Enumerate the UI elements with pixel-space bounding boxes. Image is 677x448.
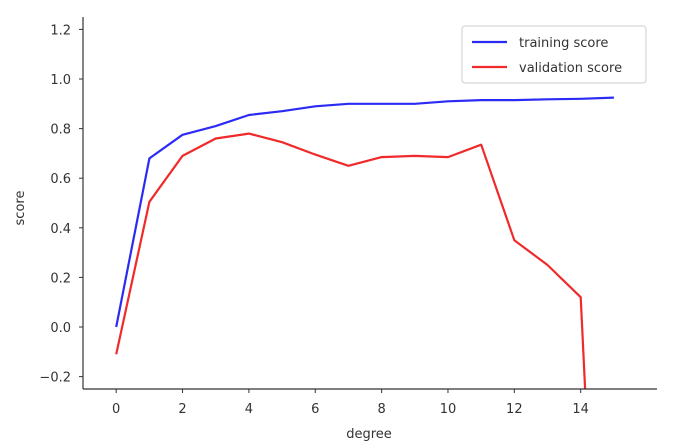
y-tick-label: 0.4 — [50, 222, 71, 237]
y-tick-label: 0.8 — [50, 123, 71, 138]
y-tick-label: −0.2 — [39, 371, 71, 386]
y-axis-title: score — [13, 191, 28, 226]
y-tick-label: 0.0 — [50, 321, 71, 336]
y-tick-label: 0.2 — [50, 271, 71, 286]
x-ticks: 0 2 4 6 8 10 12 14 — [112, 389, 589, 417]
x-tick-label: 12 — [506, 402, 523, 417]
y-tick-label: 0.6 — [50, 172, 71, 187]
legend-box — [461, 25, 647, 84]
x-tick-label: 4 — [245, 402, 253, 417]
x-tick-label: 14 — [572, 402, 589, 417]
x-axis-title: degree — [346, 427, 392, 442]
x-tick-label: 10 — [440, 402, 457, 417]
x-tick-label: 6 — [311, 402, 319, 417]
legend-label-training-score: training score — [519, 36, 608, 51]
y-ticks: −0.2 0.0 0.2 0.4 0.6 0.8 1.0 1.2 — [39, 23, 83, 386]
x-tick-label: 2 — [178, 402, 186, 417]
series-line-training-score — [115, 96, 614, 328]
series-line-validation-score — [115, 132, 587, 389]
y-tick-label: 1.0 — [50, 73, 71, 88]
y-tick-label: 1.2 — [50, 23, 71, 38]
legend-label-validation-score: validation score — [519, 61, 622, 76]
x-tick-label: 0 — [112, 402, 120, 417]
legend: training score validation score — [461, 25, 647, 84]
x-tick-label: 8 — [377, 402, 385, 417]
plot-area — [115, 96, 614, 389]
